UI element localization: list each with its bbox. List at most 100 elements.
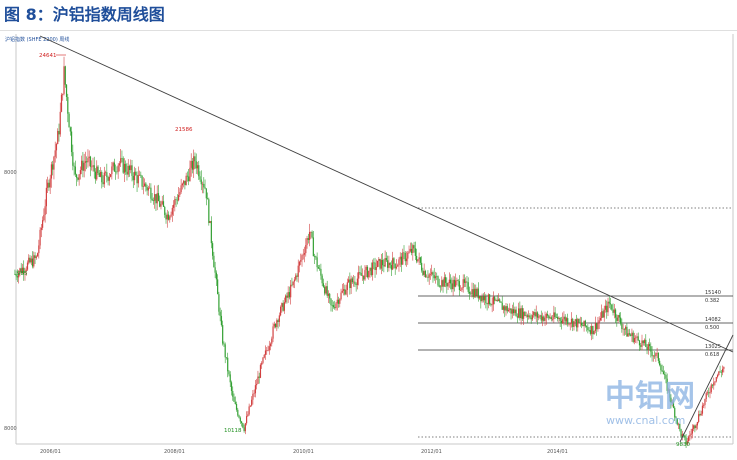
candle-body (720, 371, 722, 373)
candle-body (585, 326, 588, 328)
candle-body (234, 401, 236, 404)
candle-body (332, 305, 335, 308)
candle-body (30, 258, 32, 263)
candle-body (301, 255, 303, 261)
candle-body (180, 185, 182, 192)
candle-body (354, 281, 356, 285)
candle-body (135, 171, 137, 175)
candle-body (460, 289, 462, 291)
high-2008-label: 21586 (175, 127, 193, 133)
candle-body (227, 357, 229, 372)
candle-body (315, 256, 317, 258)
candle-body (288, 292, 291, 298)
candle-body (25, 269, 27, 272)
candle-body (526, 315, 529, 317)
candle-body (291, 284, 293, 286)
candle-body (257, 376, 259, 384)
candle-body (679, 423, 681, 430)
candle-body (235, 403, 238, 410)
candle-body (661, 370, 663, 372)
candle-body (353, 281, 355, 283)
candle-body (53, 156, 55, 170)
candle-body (412, 245, 414, 253)
candle-body (511, 309, 513, 314)
candle-body (553, 312, 555, 319)
candle-body (509, 308, 511, 310)
candle-body (676, 418, 678, 425)
candle-body (451, 283, 453, 290)
candle-body (307, 238, 309, 241)
candle-body (614, 309, 617, 318)
candle-body (39, 229, 41, 246)
candle-body (267, 350, 269, 351)
candle-body (429, 274, 432, 275)
candle-body (618, 315, 620, 318)
candle-body (171, 207, 173, 215)
candle-body (390, 265, 393, 270)
candle-body (378, 258, 380, 261)
candle-body (142, 186, 144, 187)
candle-body (154, 194, 156, 201)
candle-body (622, 328, 624, 330)
candle-body (681, 433, 683, 437)
candle-body (312, 237, 314, 257)
candle-body (34, 255, 36, 258)
candle-body (130, 165, 132, 171)
candle-body (306, 238, 308, 246)
candle-body (59, 111, 61, 135)
candle-body (65, 84, 68, 98)
candle-body (87, 158, 89, 163)
candle-body (297, 265, 299, 277)
watermark: 中铝网 www.cnal.com (605, 379, 695, 427)
candle-body (677, 423, 680, 425)
candle-body (369, 267, 371, 271)
candle-body (504, 306, 506, 311)
candle-body (670, 397, 672, 403)
candle-body (414, 248, 416, 256)
candle-body (73, 165, 75, 167)
candle-body (341, 290, 343, 293)
candle-body (18, 272, 20, 278)
candle-body (483, 296, 486, 301)
candle-body (458, 281, 461, 291)
candle-body (230, 382, 233, 391)
candle-body (266, 350, 268, 352)
candle-body (453, 279, 455, 287)
candle-body (243, 427, 245, 432)
candle-body (657, 352, 659, 361)
candle-body (273, 323, 275, 327)
candle-body (711, 384, 714, 386)
candle-body (669, 389, 671, 398)
candle-body (462, 279, 464, 288)
candle-body (78, 174, 80, 180)
candle-body (303, 253, 306, 255)
candle-body (319, 268, 321, 270)
candle-body (648, 344, 651, 347)
x-tick-label: 2006/01 (40, 449, 61, 455)
candle-body (651, 351, 653, 357)
candle-body (170, 214, 172, 217)
candle-body (723, 367, 725, 369)
candle-body (448, 279, 450, 284)
candle-body (101, 171, 103, 183)
candle-body (325, 286, 327, 294)
candle-body (478, 296, 481, 299)
candle-body (438, 285, 440, 287)
candle-body (120, 158, 122, 164)
candle-body (251, 399, 253, 406)
candle-body (536, 312, 539, 318)
candle-body (258, 376, 260, 378)
candle-body (449, 279, 452, 284)
candle-body (627, 333, 629, 337)
candle-body (183, 180, 185, 184)
candle-body (520, 308, 522, 319)
fib-price-label: 14082 (705, 317, 721, 323)
candle-body (431, 272, 433, 275)
candle-body (486, 303, 488, 305)
candle-body (350, 278, 352, 289)
candle-body (512, 309, 515, 314)
candle-body (446, 282, 448, 287)
candle-body (365, 266, 367, 271)
candle-body (212, 243, 214, 256)
candle-body (550, 317, 552, 320)
